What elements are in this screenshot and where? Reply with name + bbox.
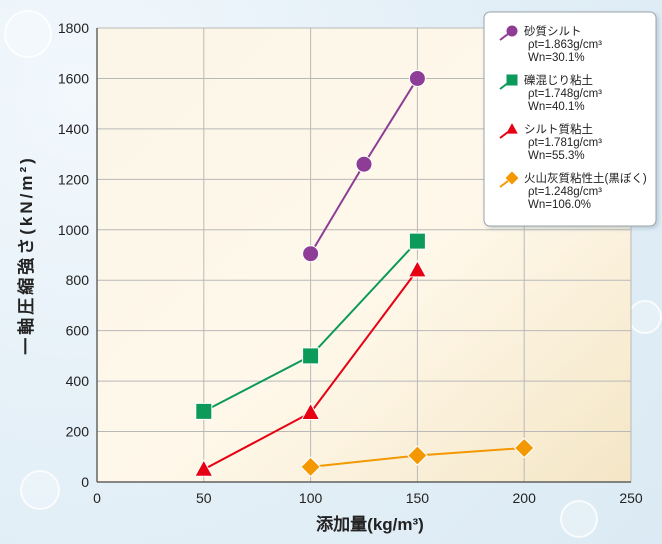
x-tick-label: 50 <box>196 490 212 506</box>
y-tick-label: 600 <box>66 323 90 339</box>
y-tick-label: 200 <box>66 424 90 440</box>
y-tick-label: 1200 <box>58 171 89 187</box>
legend-density: ρt=1.248g/cm³ <box>528 186 602 198</box>
background-bubble <box>560 500 598 538</box>
data-point <box>408 69 426 87</box>
legend-line <box>499 82 509 90</box>
x-tick-label: 0 <box>93 490 101 506</box>
data-point <box>408 232 426 250</box>
series-group <box>300 437 535 478</box>
series-group <box>194 259 428 477</box>
background-bubble <box>628 300 662 334</box>
legend-series-name: 礫混じり粘土 <box>524 73 593 87</box>
data-series <box>194 69 535 478</box>
legend-series-name: シルト質粘土 <box>524 122 593 136</box>
x-tick-label: 150 <box>406 490 430 506</box>
legend-water: Wn=40.1% <box>528 101 585 113</box>
y-tick-label: 0 <box>81 474 89 490</box>
legend-box <box>483 11 657 227</box>
data-point <box>513 437 535 459</box>
legend-marker <box>505 24 519 38</box>
data-point <box>407 445 428 466</box>
legend-density: ρt=1.781g/cm³ <box>528 137 602 149</box>
tick-labels: 0 200 400 600 800 1000 1200 1400 1600 1800 0 50 100 1… <box>58 20 643 506</box>
y-tick-label: 1600 <box>58 70 89 86</box>
background-bubble <box>4 10 52 58</box>
legend-water: Wn=106.0% <box>528 199 591 211</box>
y-tick-label: 400 <box>66 373 90 389</box>
data-point <box>300 456 321 478</box>
legend-density: ρt=1.863g/cm³ <box>528 39 602 51</box>
y-tick-label: 1000 <box>58 222 89 238</box>
x-tick-label: 250 <box>619 490 643 506</box>
legend-line <box>499 131 509 139</box>
legend-water: Wn=30.1% <box>528 52 585 64</box>
series-group <box>302 69 426 263</box>
y-tick-label: 800 <box>66 272 90 288</box>
legend-density: ρt=1.748g/cm³ <box>528 88 602 100</box>
y-axis-label: 一軸圧縮強さ(kN/m²) <box>16 155 36 355</box>
data-point <box>300 402 321 420</box>
y-tick-label: 1800 <box>58 20 89 36</box>
data-point <box>355 155 373 173</box>
y-tick-label: 1400 <box>58 121 89 137</box>
legend-marker <box>505 73 519 87</box>
legend-water: Wn=55.3% <box>528 150 585 162</box>
data-point <box>302 245 320 263</box>
series-group <box>195 232 426 420</box>
data-point <box>194 459 214 477</box>
legend-line <box>499 33 509 41</box>
legend-marker <box>504 170 520 186</box>
legend-series-name: 火山灰質粘性土(黒ぼく) <box>524 171 647 185</box>
legend-line <box>499 180 509 188</box>
x-axis-label: 添加量(kg/m³) <box>316 514 424 534</box>
axes <box>96 28 631 483</box>
x-tick-label: 100 <box>299 490 323 506</box>
data-point <box>407 259 428 278</box>
legend-marker <box>504 121 520 135</box>
data-point <box>195 402 213 420</box>
legend-series-name: 砂質シルト <box>524 24 582 38</box>
background-bubble <box>20 470 60 510</box>
x-tick-label: 200 <box>513 490 537 506</box>
data-point <box>302 347 320 365</box>
